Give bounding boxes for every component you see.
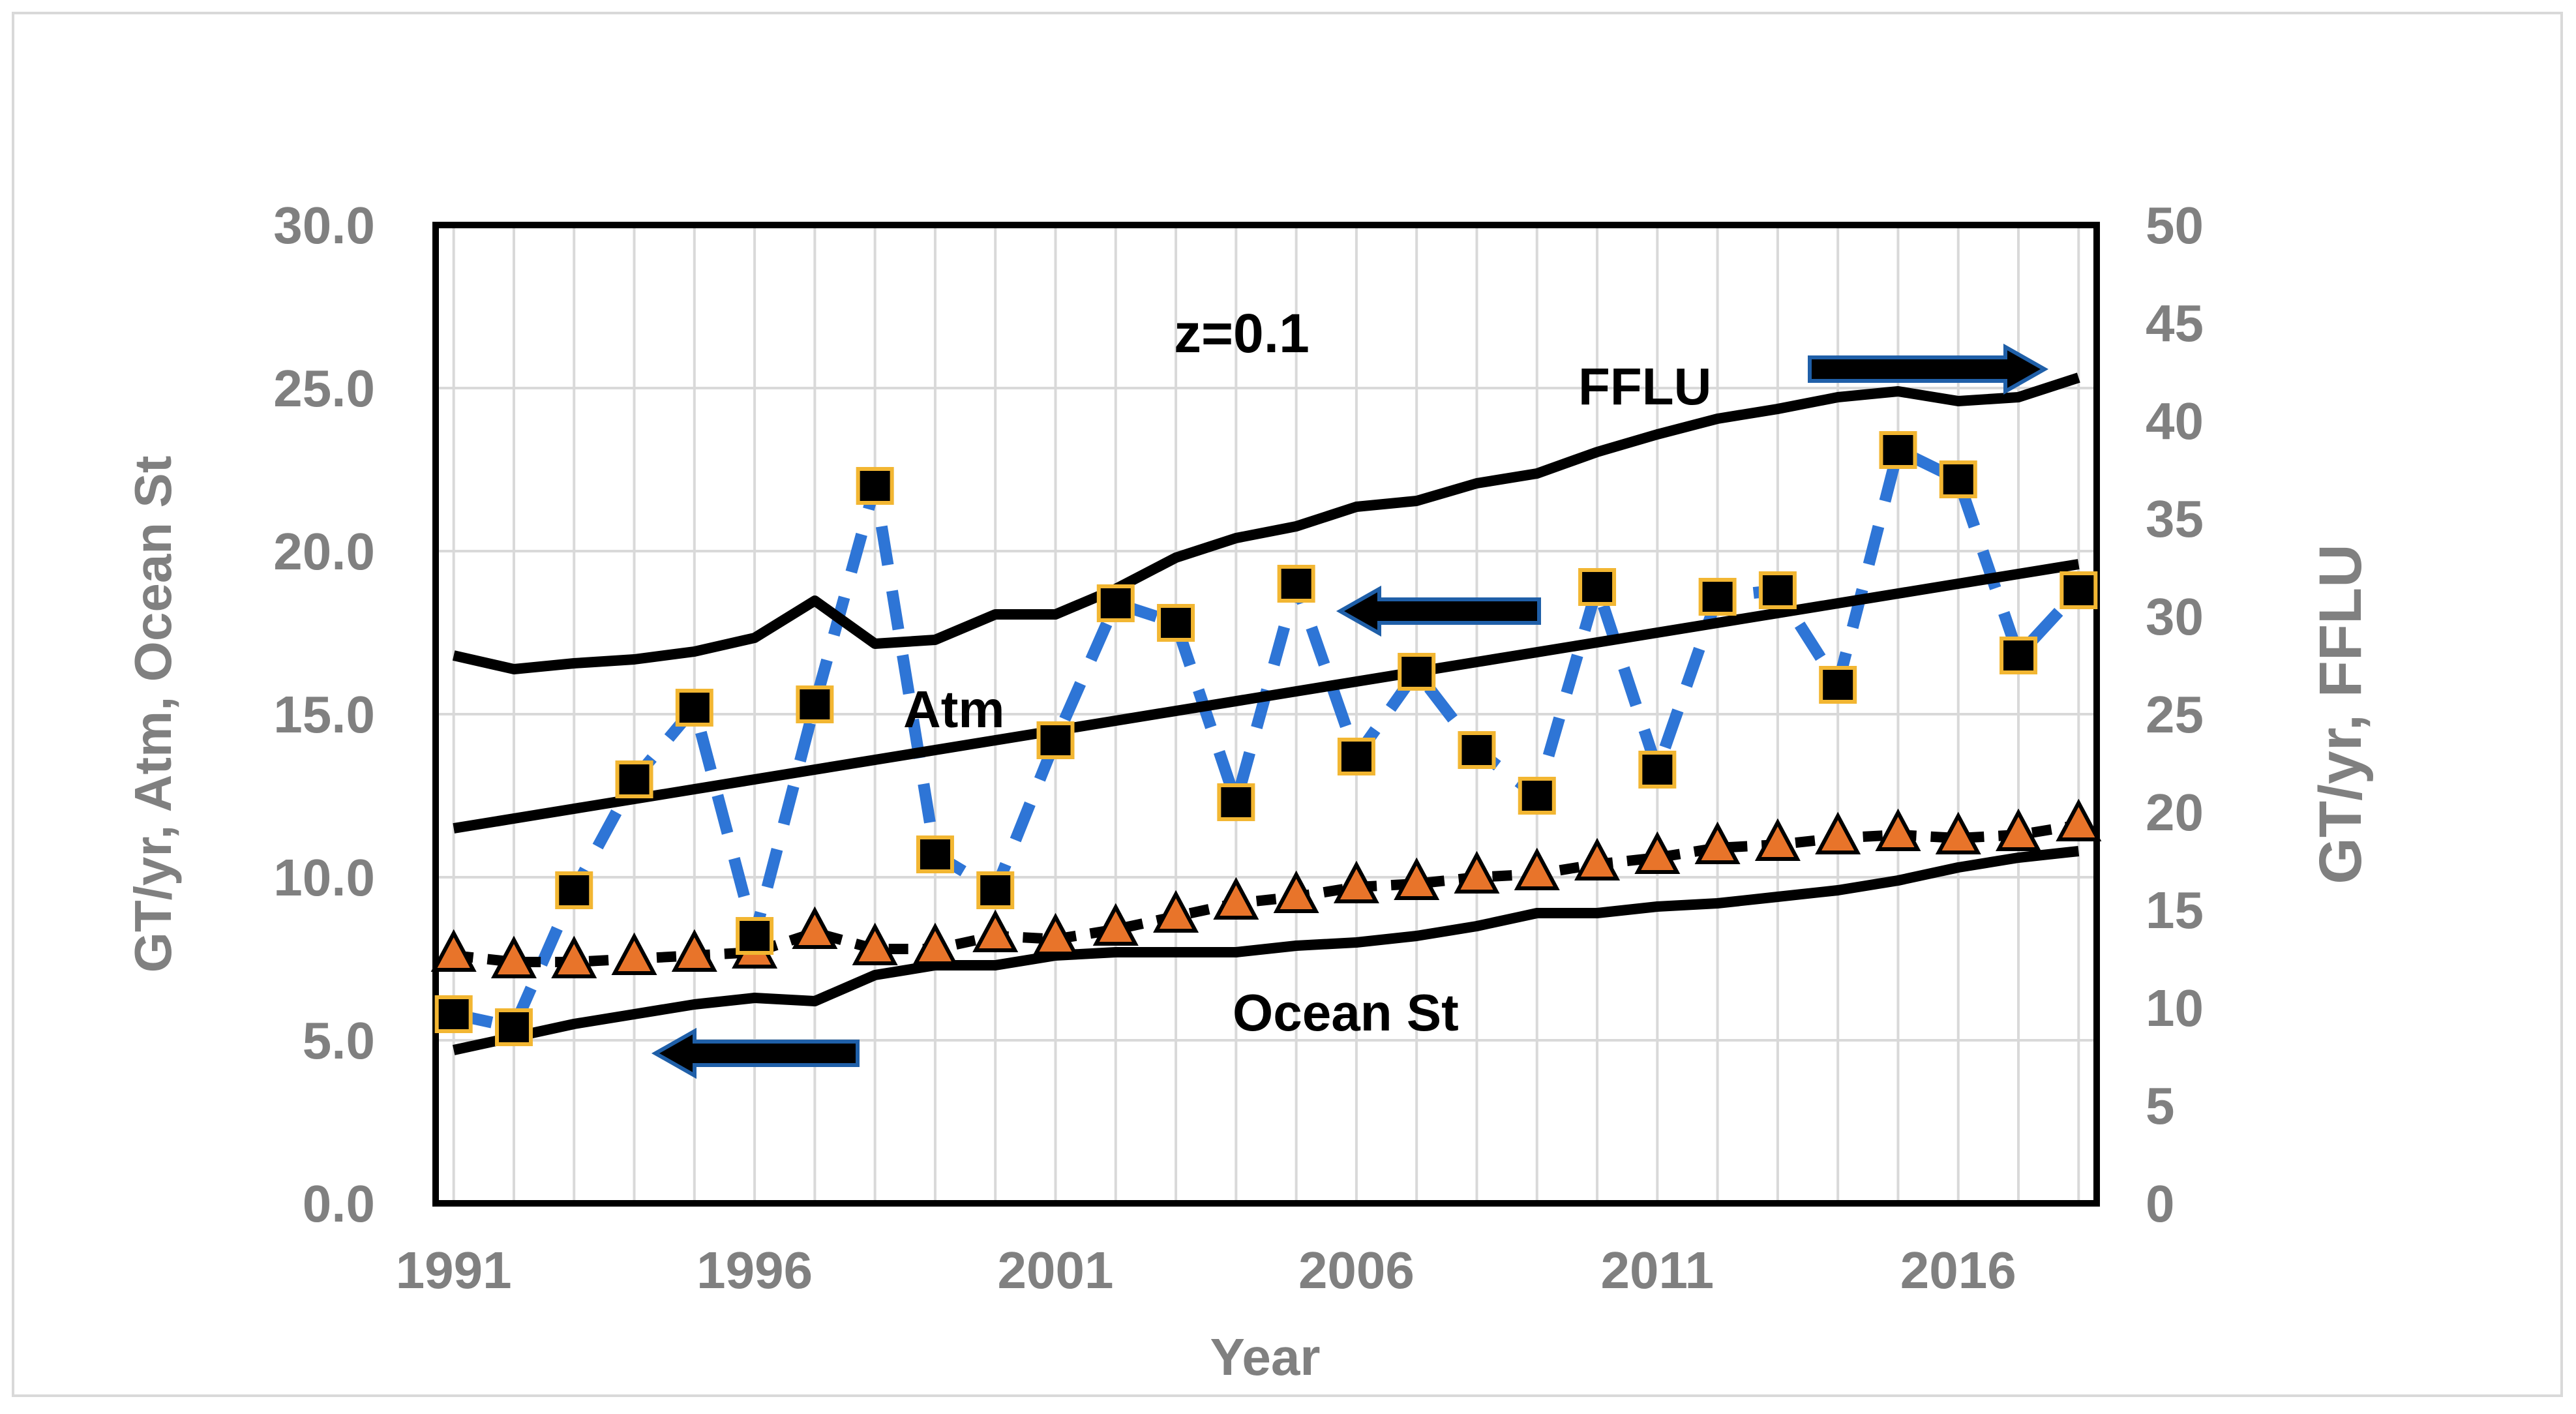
- x-tick-label: 2016: [1900, 1241, 2016, 1299]
- square-point: [1157, 604, 1195, 642]
- x-tick-label: 1996: [696, 1241, 813, 1299]
- square-point: [1698, 578, 1737, 616]
- series-line-triangles: [453, 820, 2080, 967]
- y-right-tick-label: 25: [2146, 685, 2204, 744]
- y-right-tick-label: 5: [2146, 1077, 2175, 1135]
- series-label-ocean-st: Ocean St: [1233, 984, 1459, 1042]
- triangle-point: [551, 935, 597, 978]
- triangle-point: [611, 932, 657, 975]
- series-line-atm: [453, 559, 2080, 834]
- y-right-tick-label: 45: [2146, 294, 2204, 352]
- triangle-point: [1454, 850, 1500, 894]
- x-tick-label: 2006: [1298, 1241, 1415, 1299]
- triangle-point: [1213, 877, 1259, 920]
- series-line-ocean-st: [453, 846, 2080, 1055]
- y-left-tick-label: 0.0: [303, 1175, 375, 1233]
- series-line-fflu: [452, 372, 2080, 674]
- triangle-point: [1996, 808, 2042, 851]
- x-tick-label: 2011: [1601, 1241, 1715, 1299]
- triangle-point: [972, 909, 1019, 952]
- triangle-point: [2056, 798, 2102, 841]
- tick-labels: 0.0 5.0 10.0 15.0 20.0 25.0 30.0 0 5 10 15 20 25 30 35…: [273, 196, 2204, 1299]
- series-label-fflu: FFLU: [1578, 357, 1711, 415]
- square-point: [1879, 431, 1917, 469]
- square-point: [2059, 571, 2098, 609]
- triangle-point: [1514, 847, 1560, 890]
- triangle-point: [1394, 857, 1440, 900]
- y-right-tick-label: 10: [2146, 979, 2204, 1037]
- square-point: [494, 1008, 533, 1046]
- plot-area: [432, 222, 2100, 1207]
- series-layer: [452, 372, 2083, 1055]
- arrow-fflu: [1808, 343, 2049, 395]
- square-point: [1277, 565, 1315, 603]
- square-point: [1819, 666, 1857, 704]
- y-left-tick-label: 20.0: [273, 522, 375, 580]
- square-point: [796, 685, 834, 723]
- marker-layer: [430, 431, 2102, 1046]
- triangle-point: [792, 906, 838, 949]
- triangle-point: [1754, 818, 1801, 861]
- square-point: [1999, 637, 2038, 674]
- y-left-tick-label: 25.0: [273, 359, 375, 417]
- triangle-point: [1935, 811, 1981, 854]
- square-point: [1758, 571, 1797, 609]
- square-point: [1638, 751, 1677, 789]
- square-point: [1518, 777, 1556, 815]
- y-right-tick-label: 0: [2146, 1175, 2175, 1233]
- square-point: [1337, 738, 1375, 775]
- triangle-point: [1815, 811, 1861, 854]
- square-point: [1458, 731, 1496, 769]
- square-point: [976, 871, 1015, 909]
- y-left-tick-label: 30.0: [273, 196, 375, 254]
- square-point: [916, 835, 954, 873]
- x-tick-label: 2001: [998, 1241, 1114, 1299]
- square-point: [434, 995, 473, 1033]
- square-point: [736, 917, 774, 955]
- triangle-point: [1634, 831, 1681, 874]
- square-point: [1036, 721, 1075, 759]
- triangle-point: [1333, 860, 1379, 903]
- square-point: [1939, 460, 1977, 498]
- triangle-point: [1092, 903, 1139, 946]
- y-right-tick-label: 40: [2146, 392, 2204, 450]
- triangle-point: [912, 922, 958, 965]
- y-right-tick-label: 35: [2146, 490, 2204, 548]
- square-point: [856, 467, 894, 505]
- series-label-atm: Atm: [903, 680, 1005, 738]
- arrow-layer: [651, 343, 2049, 1079]
- square-point: [555, 871, 593, 909]
- y-right-tick-label: 20: [2146, 783, 2204, 841]
- y-left-tick-label: 5.0: [303, 1012, 375, 1070]
- y-right-tick-label: 15: [2146, 881, 2204, 939]
- triangle-point: [1574, 837, 1621, 880]
- x-axis-title: Year: [1210, 1328, 1320, 1386]
- annotation-z: z=0.1: [1174, 303, 1310, 364]
- arrow-ocean-st: [651, 1027, 860, 1079]
- y-left-tick-label: 10.0: [273, 849, 375, 907]
- y-axis-right-title: GT/yr, FFLU: [2307, 544, 2374, 884]
- square-point: [1398, 653, 1436, 691]
- square-point: [1217, 783, 1255, 821]
- square-point: [675, 689, 713, 727]
- square-point: [1578, 568, 1617, 606]
- x-tick-label: 1991: [396, 1241, 512, 1299]
- triangle-point: [1273, 870, 1319, 913]
- triangle-point: [1875, 808, 1921, 851]
- arrow-atm: [1336, 585, 1541, 637]
- square-point: [615, 760, 653, 798]
- triangle-point: [1032, 912, 1079, 955]
- triangle-point: [1694, 821, 1741, 864]
- y-axis-left-title: GT/yr, Atm, Ocean St: [124, 456, 182, 973]
- triangle-point: [1153, 890, 1199, 933]
- triangle-point: [671, 929, 717, 972]
- triangle-point: [490, 935, 537, 978]
- y-left-tick-label: 15.0: [273, 685, 375, 744]
- y-right-tick-label: 50: [2146, 196, 2204, 254]
- triangle-point: [852, 922, 898, 965]
- y-right-tick-label: 30: [2146, 588, 2204, 646]
- triangle-point: [430, 929, 477, 972]
- square-point: [1096, 584, 1135, 622]
